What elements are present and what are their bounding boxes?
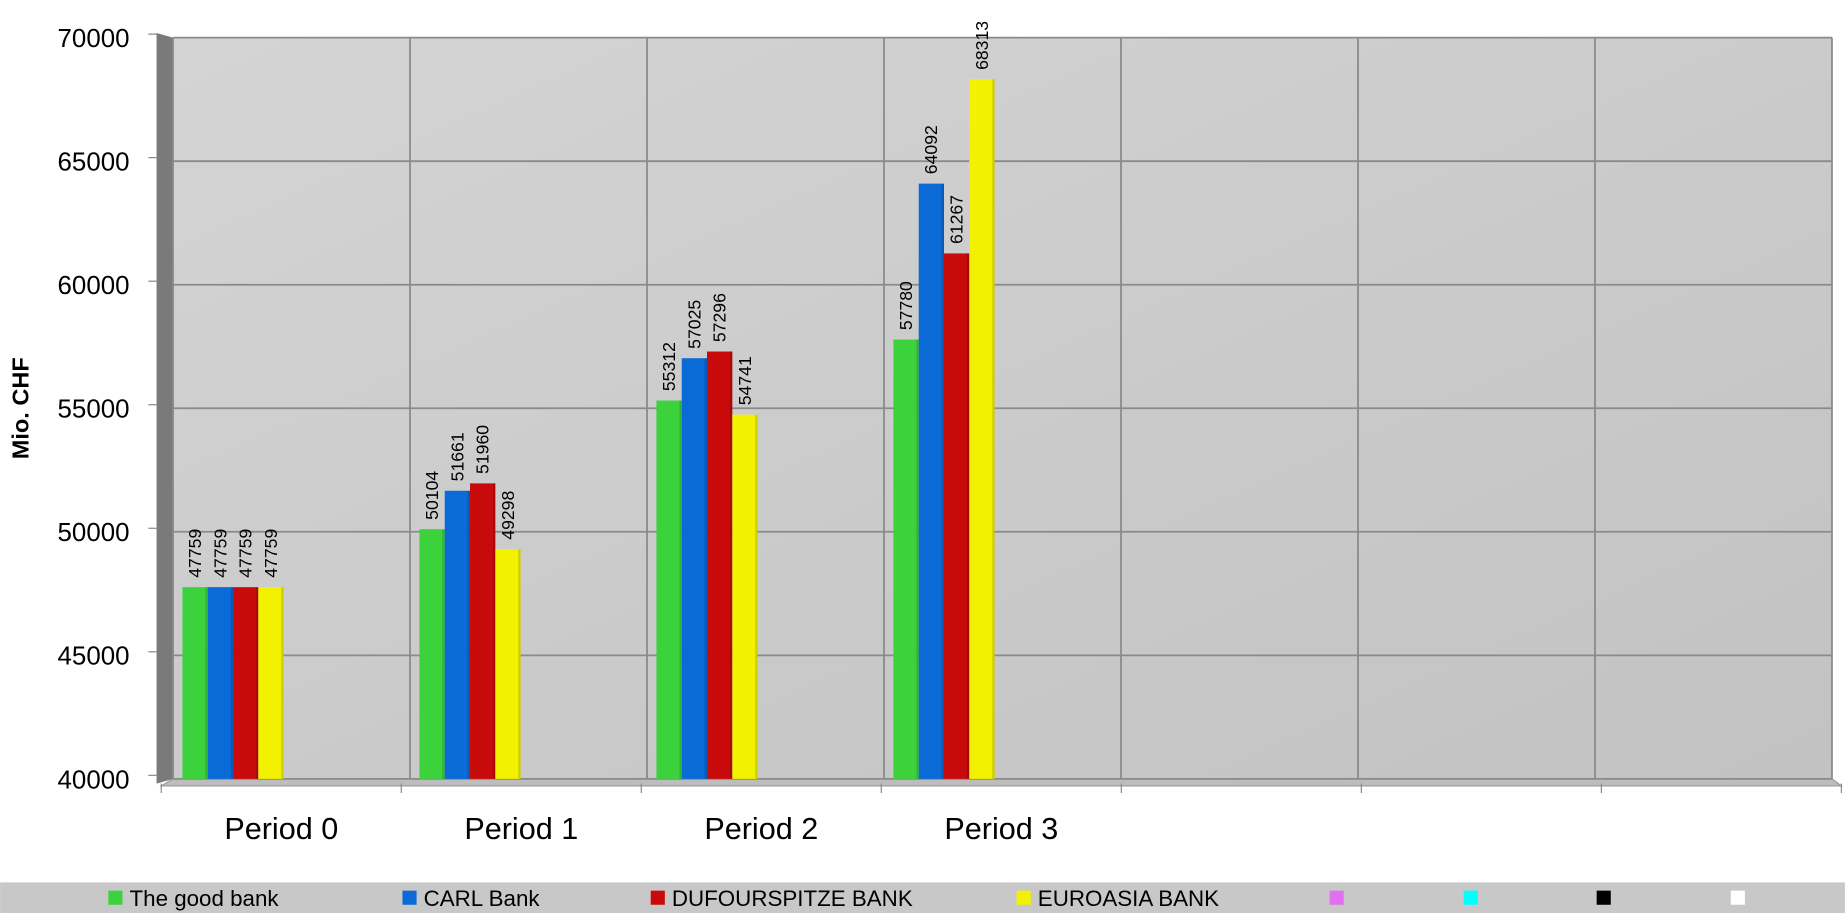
data-label: 64092 bbox=[921, 125, 941, 174]
bar-shade bbox=[941, 183, 945, 779]
y-tick-label: 70000 bbox=[58, 25, 130, 53]
bar bbox=[944, 253, 970, 779]
bar-shade bbox=[230, 587, 234, 779]
legend-label: The good bank bbox=[130, 886, 280, 911]
x-tick-label: Period 0 bbox=[224, 812, 338, 846]
bar-shade bbox=[729, 351, 733, 779]
y-tick-label: 50000 bbox=[58, 519, 130, 547]
data-label: 47759 bbox=[261, 529, 281, 578]
bar-shade bbox=[255, 587, 259, 779]
floor bbox=[159, 778, 1844, 787]
bar-shade bbox=[966, 253, 970, 779]
legend-label: DUFOURSPITZE BANK bbox=[672, 886, 913, 911]
x-tick-label: Period 3 bbox=[944, 812, 1058, 846]
bar-shade bbox=[281, 587, 284, 779]
y-tick-label: 40000 bbox=[58, 766, 130, 794]
data-label: 61267 bbox=[947, 195, 967, 244]
side-wall bbox=[156, 32, 174, 784]
bar bbox=[207, 587, 234, 779]
data-label: 47759 bbox=[185, 529, 205, 578]
data-label: 57025 bbox=[684, 300, 704, 349]
bar-shade bbox=[492, 483, 496, 779]
data-label: 49298 bbox=[498, 491, 518, 540]
bar bbox=[732, 414, 758, 779]
legend-swatch bbox=[108, 890, 123, 905]
y-tick-label: 60000 bbox=[58, 272, 130, 300]
bar-shade bbox=[992, 79, 995, 779]
legend-label: EUROASIA BANK bbox=[1038, 886, 1219, 911]
bar bbox=[893, 339, 919, 779]
legend-swatch bbox=[1463, 890, 1478, 905]
bar bbox=[233, 587, 259, 779]
legend-swatch bbox=[1329, 890, 1344, 905]
x-tick-label: Period 1 bbox=[464, 812, 578, 846]
legend-swatch bbox=[650, 890, 665, 905]
bar bbox=[495, 549, 521, 779]
bar bbox=[419, 529, 445, 779]
bar-shade bbox=[704, 358, 708, 779]
data-label: 57296 bbox=[710, 293, 730, 342]
bar-shade bbox=[518, 549, 521, 779]
bar-shade bbox=[467, 490, 471, 779]
data-label: 68313 bbox=[972, 21, 992, 70]
y-tick-label: 55000 bbox=[58, 396, 130, 424]
data-label: 47759 bbox=[210, 529, 230, 578]
bar bbox=[707, 351, 733, 779]
bar bbox=[182, 587, 208, 779]
data-label: 54741 bbox=[735, 356, 755, 405]
bar bbox=[969, 79, 995, 779]
legend-swatch bbox=[1016, 890, 1031, 905]
data-label: 51661 bbox=[447, 432, 467, 481]
bar bbox=[656, 400, 682, 779]
legend-label: CARL Bank bbox=[424, 886, 541, 911]
bar-shade bbox=[442, 529, 445, 779]
y-tick-label: 45000 bbox=[58, 643, 130, 671]
bar bbox=[258, 587, 284, 779]
legend-swatch bbox=[1730, 890, 1745, 905]
bar-shade bbox=[205, 587, 208, 779]
x-tick-label: Period 2 bbox=[704, 812, 818, 846]
legend-bar bbox=[0, 882, 1845, 913]
data-label: 47759 bbox=[236, 529, 256, 578]
bar-shade bbox=[679, 400, 682, 779]
bar bbox=[918, 183, 945, 779]
bar bbox=[444, 490, 471, 779]
data-label: 57780 bbox=[896, 281, 916, 330]
bar bbox=[681, 358, 708, 779]
legend-swatch bbox=[402, 890, 417, 905]
y-axis-label: Mio. CHF bbox=[7, 357, 33, 459]
data-label: 55312 bbox=[659, 342, 679, 391]
bar-shade bbox=[755, 414, 758, 779]
bar-shade bbox=[916, 339, 919, 779]
bar bbox=[470, 483, 496, 779]
legend-swatch bbox=[1596, 890, 1611, 905]
data-label: 50104 bbox=[422, 471, 442, 520]
y-tick-label: 65000 bbox=[58, 149, 130, 177]
data-label: 51960 bbox=[473, 425, 493, 474]
